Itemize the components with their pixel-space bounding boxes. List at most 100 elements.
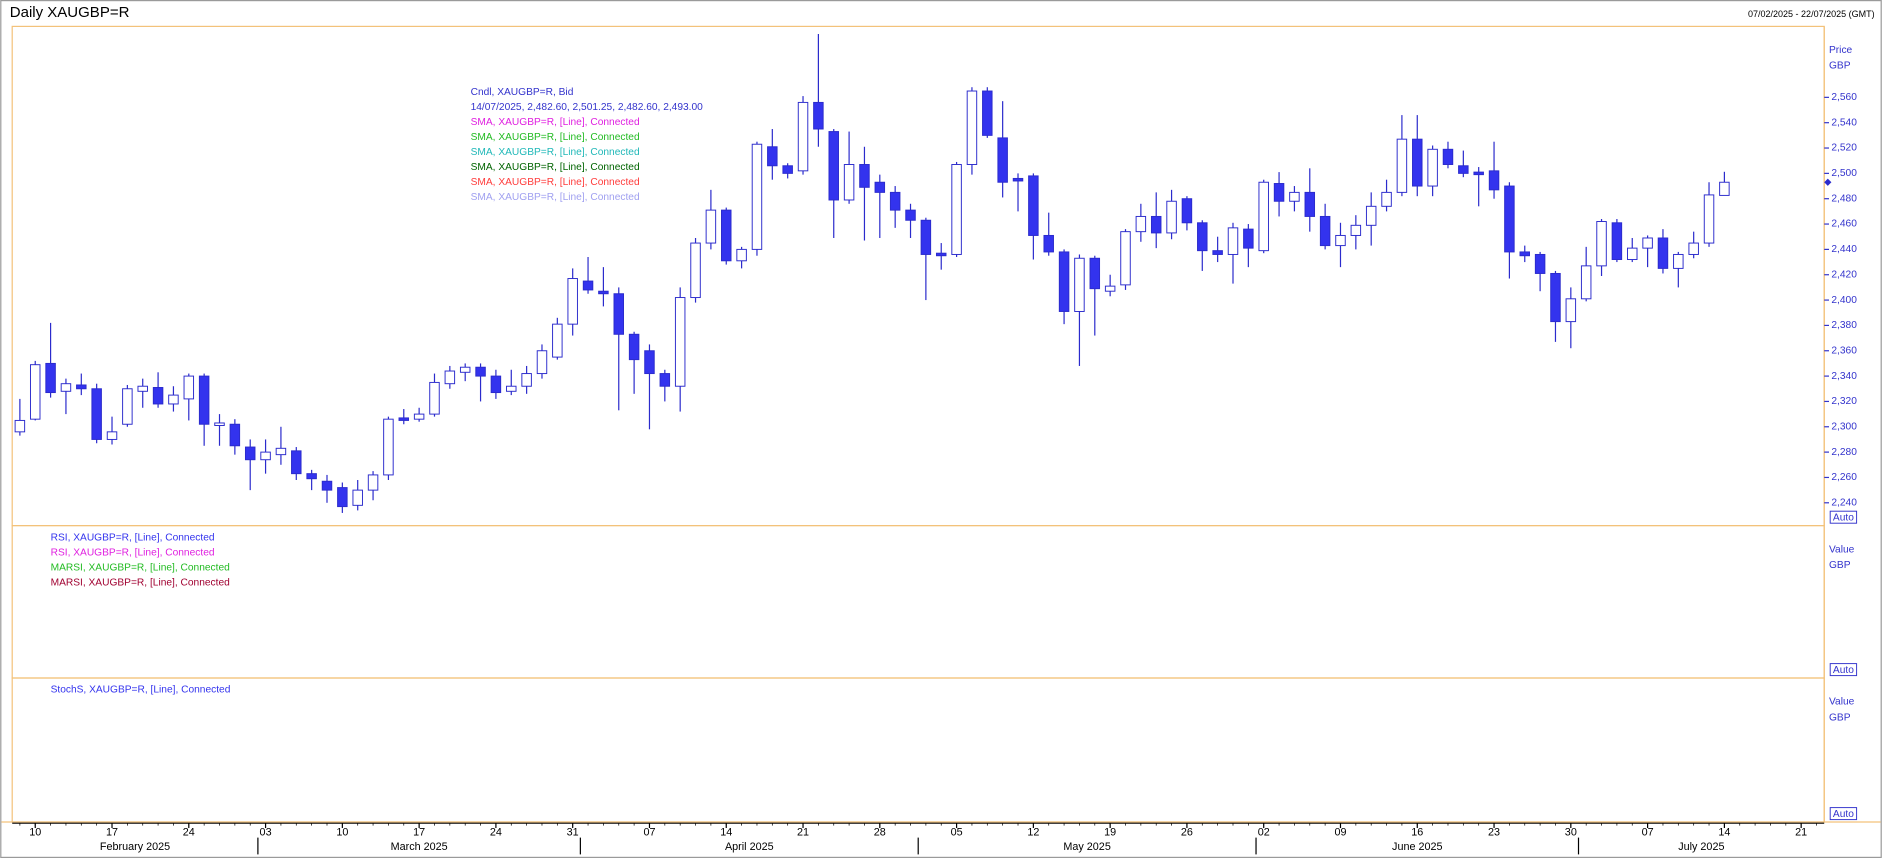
y-tick-label: 2,240 [1831,497,1857,508]
candle-body [352,489,363,506]
candle-body [367,474,379,491]
x-tick-label: 21 [1795,827,1807,839]
candle-body [567,278,578,325]
candle-body [45,362,56,394]
candle-body [1089,257,1101,290]
legend-entry: MARSI, XAUGBP=R, [Line], Connected [51,562,231,573]
y-tick-label: 2,400 [1831,295,1857,306]
last-price-marker [1824,178,1832,186]
candle-body [106,431,118,440]
x-tick-label: 07 [1642,827,1654,839]
candle-body [598,290,609,295]
candle-body [951,164,962,255]
x-tick-label: 03 [260,827,272,839]
candle-body [536,350,548,375]
y-axis-unit: GBP [1829,61,1851,72]
candle-body [1703,194,1715,244]
candle-body [1243,228,1254,249]
candle-body [459,366,471,373]
x-tick-label: 31 [567,827,579,839]
candle-body [905,209,916,221]
legend-entry: MARSI, XAUGBP=R, [Line], Connected [51,577,231,588]
legend-entry: RSI, XAUGBP=R, [Line], Connected [51,532,215,543]
candle-body [1104,285,1116,292]
candle-body [874,181,886,193]
candle-body [429,381,440,415]
candle-body [797,101,809,172]
scale-button-label: Auto [1833,512,1854,523]
candle-body [1197,222,1208,252]
x-tick-label: 30 [1565,827,1577,839]
scale-button-label: Auto [1833,665,1854,676]
candle-body [1212,250,1223,255]
candle-body [1673,253,1684,269]
y-tick-label: 2,380 [1831,320,1857,331]
candle-body [244,446,256,461]
candle-body [1412,138,1423,187]
candle-body [1120,231,1131,286]
candle-body [736,248,747,262]
candle-body [828,131,839,201]
candle-body [997,137,1008,183]
candle-body [1227,227,1239,255]
legend-entry: SMA, XAUGBP=R, [Line], Connected [471,162,640,173]
y-tick-label: 2,540 [1831,117,1857,128]
y-tick-label: 2,300 [1831,421,1857,432]
legend-entry: SMA, XAUGBP=R, [Line], Connected [471,132,640,143]
candle-body [1611,222,1623,261]
candle-body [444,370,456,385]
legend-entry: SMA, XAUGBP=R, [Line], Connected [471,147,640,158]
x-tick-label: 21 [797,827,809,839]
candle-body [229,423,241,447]
candle-body [490,375,502,394]
legend-entry: 14/07/2025, 2,482.60, 2,501.25, 2,482.60… [471,102,704,113]
candle-body [1580,265,1592,300]
month-label: February 2025 [100,841,170,853]
candle-body [644,350,655,375]
x-tick-label: 10 [29,827,41,839]
candle-body [920,219,932,255]
x-tick-label: 16 [1411,827,1423,839]
candle-body [1657,237,1669,269]
candle-body [767,146,778,167]
candle-body [1258,181,1269,252]
y-tick-label: 2,280 [1831,447,1857,458]
candle-body [1273,183,1285,202]
y-tick-label: 2,420 [1831,269,1857,280]
candle-body [60,383,72,392]
candle-body [1074,257,1085,312]
candle-body [1028,175,1039,236]
candle-body [751,143,763,250]
legend-entry: StochS, XAUGBP=R, [Line], Connected [51,685,231,696]
month-label: April 2025 [725,841,774,853]
month-label: July 2025 [1678,841,1724,853]
candle-body [198,375,210,425]
candle-body [1181,198,1193,224]
x-tick-label: 12 [1027,827,1039,839]
x-tick-label: 17 [413,827,425,839]
candle-body [843,164,855,201]
candle-body [1335,234,1346,247]
date-range: 07/02/2025 - 22/07/2025 (GMT) [1748,9,1875,19]
candle-body [1319,215,1331,247]
candle-body [1442,148,1454,165]
candle-body [721,209,732,262]
candle-body [321,480,333,491]
candle-body [674,297,686,387]
candle-body [76,384,87,390]
candle-body [475,366,486,377]
candle-body [1473,171,1484,176]
candle-body [14,419,26,433]
x-tick-label: 23 [1488,827,1500,839]
x-tick-label: 14 [1718,827,1730,839]
month-label: June 2025 [1392,841,1442,853]
x-tick-label: 05 [951,827,963,839]
candle-body [137,385,148,392]
candle-body [613,293,624,335]
candle-body [1519,251,1530,257]
candle-body [506,385,517,392]
candle-body [291,450,302,475]
candle-body [1396,138,1408,193]
